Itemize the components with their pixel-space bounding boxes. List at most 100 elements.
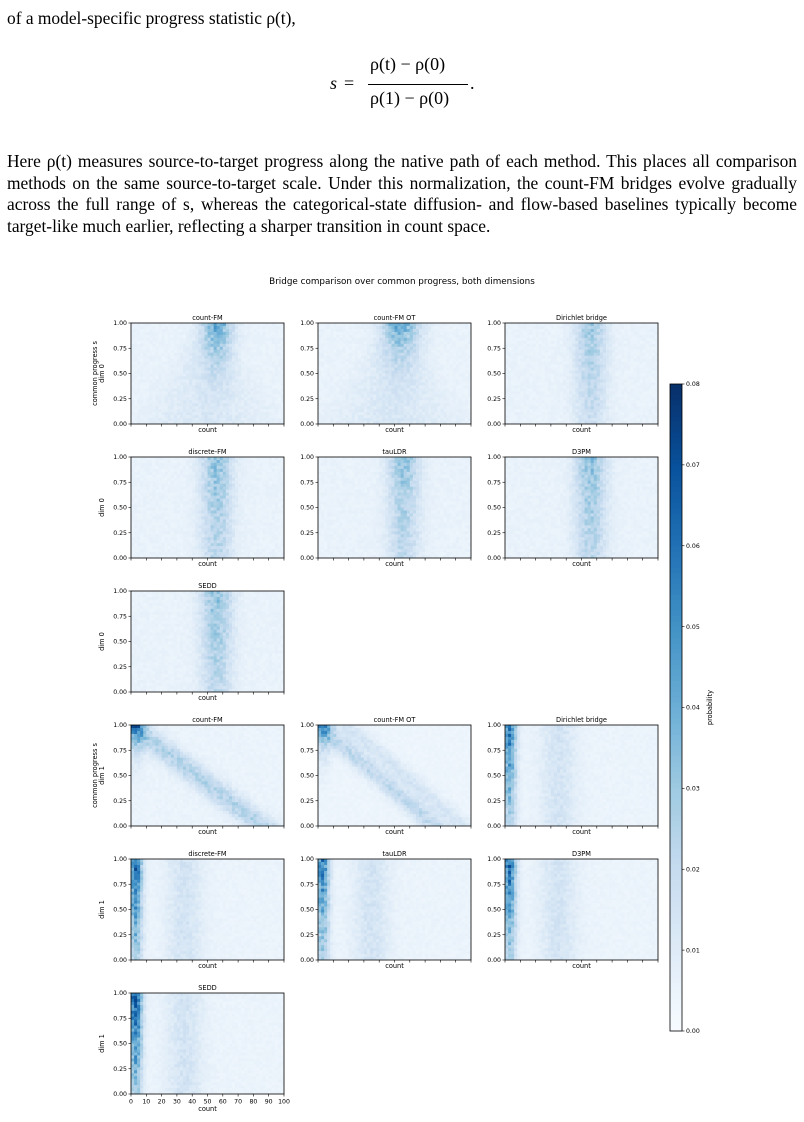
- heatmap-cell: [446, 364, 450, 368]
- heatmap-cell: [324, 385, 328, 389]
- heatmap-cell: [553, 364, 558, 368]
- heatmap-cell: [569, 346, 573, 351]
- heatmap-cell: [324, 367, 328, 371]
- heatmap-cell: [228, 340, 233, 345]
- heatmap-cell: [155, 391, 159, 395]
- heatmap-cell: [146, 382, 150, 386]
- heatmap-cell: [238, 364, 242, 368]
- heatmap-cell: [449, 364, 453, 368]
- heatmap-cell: [578, 382, 582, 386]
- heatmap-cell: [455, 355, 460, 359]
- heatmap-cell: [415, 364, 420, 368]
- heatmap-cell: [244, 331, 248, 336]
- heatmap-cell: [572, 334, 576, 339]
- heatmap-cell: [618, 364, 622, 368]
- heatmap-cell: [348, 346, 352, 351]
- heatmap-cell: [563, 382, 567, 386]
- heatmap-cell: [615, 412, 619, 416]
- heatmap-cell: [618, 397, 622, 401]
- heatmap-cell: [440, 343, 444, 348]
- heatmap-cell: [143, 370, 147, 374]
- heatmap-cell: [458, 334, 463, 339]
- heatmap-cell: [345, 379, 349, 383]
- heatmap-cell: [219, 382, 224, 386]
- heatmap-cell: [167, 400, 172, 404]
- heatmap-cell: [569, 388, 573, 392]
- heatmap-cell: [195, 334, 199, 339]
- heatmap-cell: [345, 337, 349, 342]
- heatmap-cell: [400, 370, 404, 374]
- heatmap-cell: [553, 412, 558, 416]
- heatmap-cell: [636, 370, 640, 374]
- heatmap-cell: [455, 379, 460, 383]
- heatmap-cell: [235, 409, 239, 413]
- heatmap-cell: [443, 391, 447, 395]
- heatmap-cell: [195, 385, 199, 389]
- heatmap-cell: [443, 349, 447, 354]
- heatmap-cell: [584, 364, 588, 368]
- heatmap-cell: [179, 323, 184, 327]
- heatmap-cell: [228, 352, 233, 356]
- heatmap-cell: [210, 343, 214, 348]
- heatmap-cell: [146, 331, 150, 336]
- heatmap-cell: [511, 394, 515, 398]
- heatmap-cell: [547, 376, 552, 380]
- heatmap-cell: [161, 349, 165, 354]
- heatmap-cell: [403, 331, 408, 336]
- heatmap-cell: [342, 418, 346, 422]
- heatmap-cell: [461, 379, 466, 383]
- heatmap-cell: [535, 397, 539, 401]
- heatmap-cell: [563, 334, 567, 339]
- heatmap-cell: [400, 403, 404, 407]
- heatmap-cell: [581, 403, 585, 407]
- heatmap-cell: [615, 373, 619, 377]
- heatmap-cell: [550, 409, 555, 413]
- heatmap-cell: [336, 397, 340, 401]
- heatmap-cell: [333, 379, 337, 383]
- heatmap-cell: [179, 349, 184, 354]
- heatmap-cell: [161, 364, 165, 368]
- heatmap-cell: [446, 394, 450, 398]
- heatmap-cell: [409, 334, 414, 339]
- heatmap-cell: [557, 337, 561, 342]
- heatmap-panel: count-FM0.000.250.500.751.00countcommon …: [91, 314, 285, 434]
- heatmap-cell: [385, 358, 389, 362]
- heatmap-cell: [434, 337, 438, 342]
- heatmap-cell: [400, 394, 404, 398]
- heatmap-cell: [357, 415, 362, 419]
- heatmap-cell: [553, 403, 558, 407]
- heatmap-cell: [222, 358, 227, 362]
- heatmap-cell: [434, 397, 438, 401]
- heatmap-cell: [639, 397, 643, 401]
- heatmap-cell: [590, 355, 595, 359]
- heatmap-cell: [624, 400, 628, 404]
- heatmap-cell: [204, 409, 208, 413]
- heatmap-cell: [633, 373, 637, 377]
- heatmap-cell: [192, 406, 196, 410]
- heatmap-cell: [348, 349, 352, 354]
- heatmap-cell: [379, 412, 383, 416]
- heatmap-cell: [547, 364, 552, 368]
- heatmap-cell: [425, 358, 429, 362]
- heatmap-cell: [505, 325, 509, 330]
- heatmap-cell: [333, 412, 337, 416]
- heatmap-cell: [183, 421, 187, 425]
- heatmap-cell: [330, 403, 334, 407]
- heatmap-cell: [636, 328, 640, 333]
- heatmap-cell: [514, 412, 518, 416]
- heatmap-cell: [593, 323, 598, 327]
- heatmap-cell: [207, 394, 211, 398]
- heatmap-cell: [403, 388, 408, 392]
- heatmap-cell: [146, 391, 150, 395]
- heatmap-cell: [575, 355, 579, 359]
- heatmap-cell: [581, 325, 585, 330]
- heatmap-cell: [514, 418, 518, 422]
- heatmap-cell: [198, 337, 202, 342]
- heatmap-cell: [581, 355, 585, 359]
- heatmap-cell: [529, 367, 533, 371]
- heatmap-cell: [422, 328, 426, 333]
- heatmap-cell: [382, 340, 386, 345]
- heatmap-cell: [195, 325, 199, 330]
- heatmap-cell: [587, 323, 591, 327]
- heatmap-cell: [461, 349, 466, 354]
